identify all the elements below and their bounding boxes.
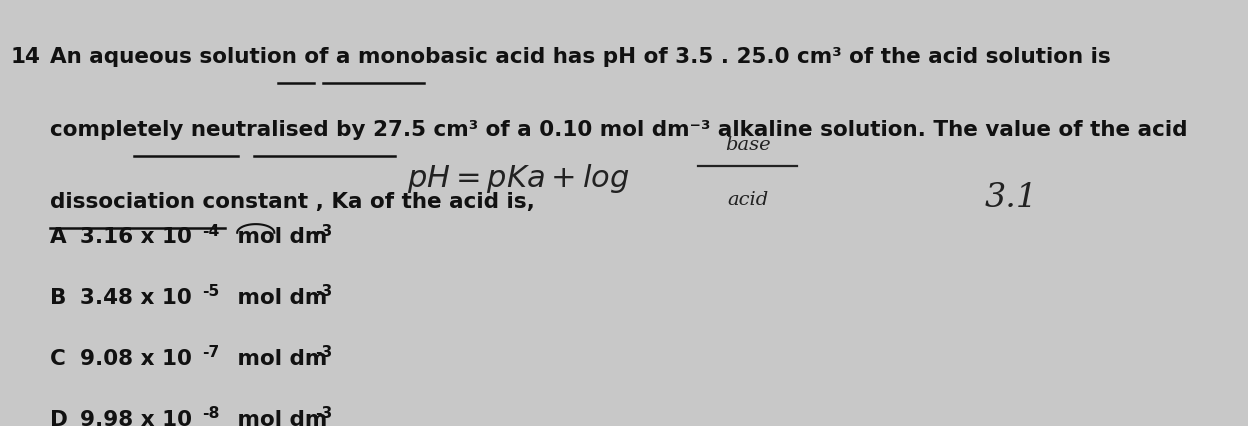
- Text: base: base: [725, 136, 770, 154]
- Text: An aqueous solution of a monobasic acid has pH of 3.5 . 25.0 cm³ of the acid sol: An aqueous solution of a monobasic acid …: [50, 47, 1111, 67]
- Text: 3.16 x 10: 3.16 x 10: [80, 227, 192, 247]
- Text: 3.48 x 10: 3.48 x 10: [80, 288, 192, 308]
- Text: C: C: [50, 348, 65, 368]
- Text: -4: -4: [202, 223, 220, 238]
- Text: -8: -8: [202, 405, 220, 420]
- Text: B: B: [50, 288, 66, 308]
- Text: acid: acid: [728, 190, 769, 209]
- Text: 14: 14: [10, 47, 40, 67]
- Text: dissociation constant , Ka of the acid is,: dissociation constant , Ka of the acid i…: [50, 192, 534, 212]
- Text: $pH = pKa + log$: $pH = pKa + log$: [407, 161, 630, 195]
- Text: 3.1: 3.1: [985, 181, 1038, 213]
- Text: 9.98 x 10: 9.98 x 10: [80, 409, 192, 426]
- Text: mol dm: mol dm: [230, 409, 327, 426]
- Text: A: A: [50, 227, 66, 247]
- Text: D: D: [50, 409, 67, 426]
- Text: mol dm: mol dm: [230, 288, 327, 308]
- Text: completely neutralised by 27.5 cm³ of a 0.10 mol dm⁻³ alkaline solution. The val: completely neutralised by 27.5 cm³ of a …: [50, 119, 1187, 139]
- Text: 9.08 x 10: 9.08 x 10: [80, 348, 192, 368]
- Text: -3: -3: [316, 223, 333, 238]
- Text: -7: -7: [202, 344, 220, 359]
- Text: mol dm: mol dm: [230, 227, 327, 247]
- Text: -3: -3: [316, 344, 333, 359]
- Text: -3: -3: [316, 284, 333, 299]
- Text: -3: -3: [316, 405, 333, 420]
- Text: mol dm: mol dm: [230, 348, 327, 368]
- Text: -5: -5: [202, 284, 220, 299]
